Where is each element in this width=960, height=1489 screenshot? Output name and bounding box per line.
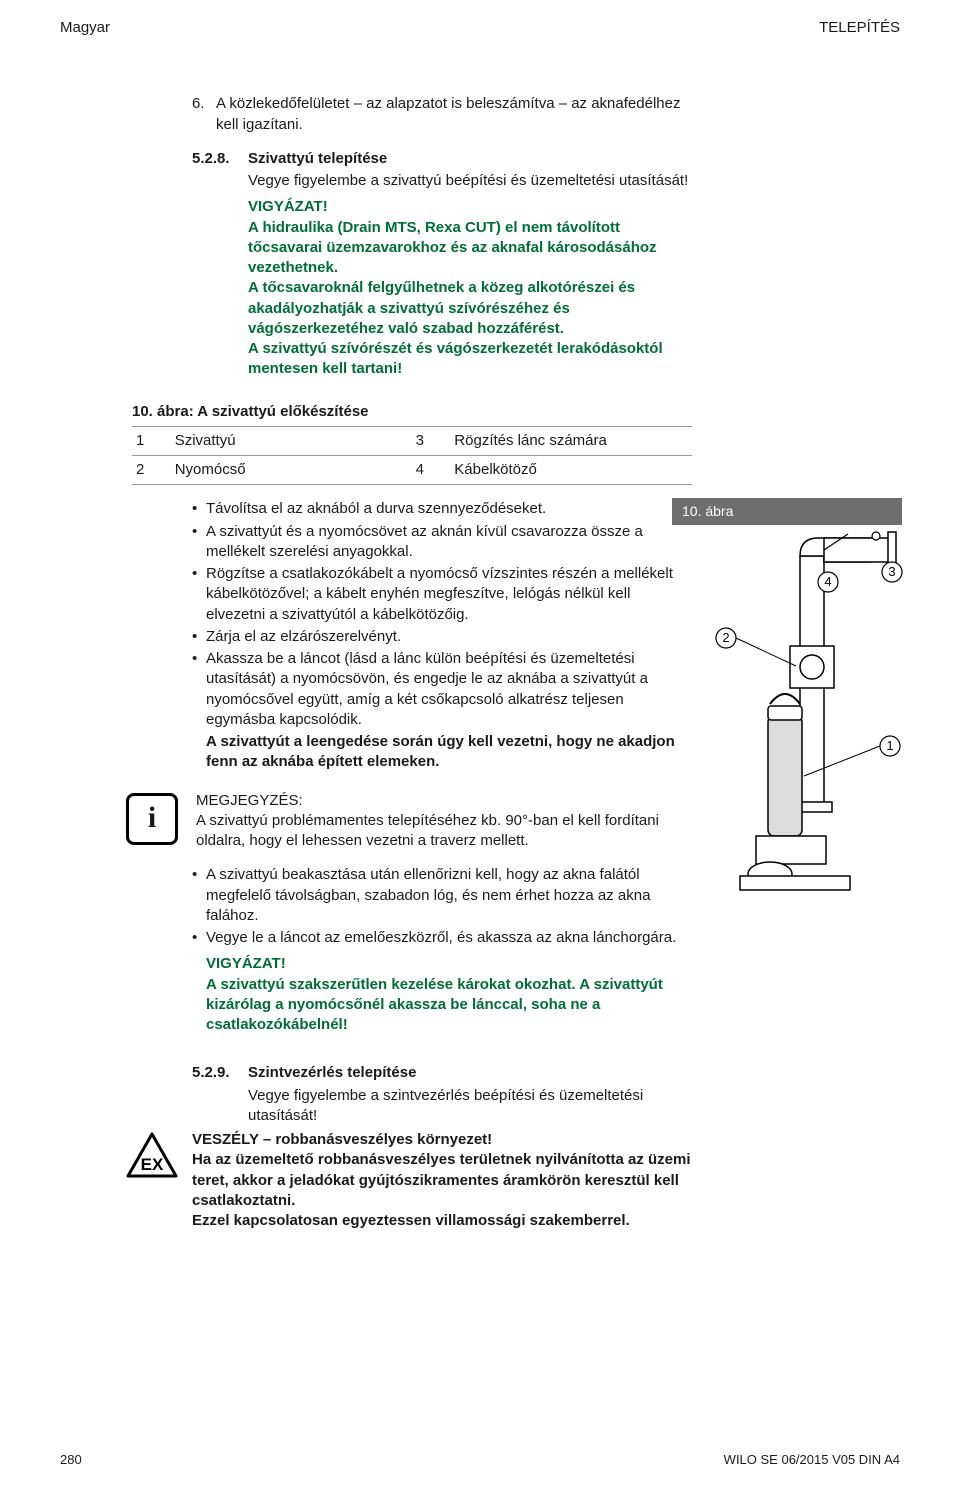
caution-528-head: VIGYÁZAT! bbox=[248, 197, 692, 217]
list-item: A szivattyút és a nyomócsövet az aknán k… bbox=[192, 522, 692, 563]
info-icon: i bbox=[126, 793, 178, 845]
section-529-title: Szintvezérlés telepítése bbox=[248, 1063, 416, 1083]
figure-caption: 10. ábra: A szivattyú előkészítése bbox=[132, 402, 900, 422]
section-528-no: 5.2.8. bbox=[192, 149, 248, 169]
section-529-no: 5.2.9. bbox=[192, 1063, 248, 1083]
note-head: MEGJEGYZÉS: bbox=[196, 791, 692, 811]
step-6-text: A közlekedőfelületet – az alapzatot is b… bbox=[216, 94, 692, 135]
list-item: Rögzítse a csatlakozókábelt a nyomócső v… bbox=[192, 564, 692, 625]
svg-text:EX: EX bbox=[141, 1155, 164, 1174]
callout-2: 2 bbox=[722, 630, 729, 645]
legend-cell: 1 bbox=[132, 426, 171, 455]
header-right: TELEPÍTÉS bbox=[819, 18, 900, 38]
step-6-no: 6. bbox=[192, 94, 216, 135]
list-item: Akassza be a láncot (lásd a lánc külön b… bbox=[192, 649, 692, 730]
header-left: Magyar bbox=[60, 18, 110, 38]
callout-1: 1 bbox=[886, 738, 893, 753]
danger-body: Ha az üzemeltető robbanásveszélyes terül… bbox=[192, 1150, 692, 1231]
steps-list-b: A szivattyú beakasztása után ellenőrizni… bbox=[192, 865, 692, 948]
steps-list-a: Távolítsa el az aknából a durva szennyez… bbox=[192, 499, 692, 730]
footer-page-no: 280 bbox=[60, 1451, 82, 1469]
legend-cell: 3 bbox=[412, 426, 451, 455]
danger-block: EX VESZÉLY – robbanásveszélyes környezet… bbox=[126, 1130, 692, 1231]
legend-cell: 2 bbox=[132, 456, 171, 485]
pump-diagram: 3 4 2 1 bbox=[670, 526, 910, 936]
section-528-head: 5.2.8. Szivattyú telepítése bbox=[192, 149, 692, 169]
table-row: 2 Nyomócső 4 Kábelkötöző bbox=[132, 456, 692, 485]
caution-528-body: A hidraulika (Drain MTS, Rexa CUT) el ne… bbox=[248, 218, 692, 380]
callout-4: 4 bbox=[824, 574, 831, 589]
danger-head: VESZÉLY – robbanásveszélyes környezet! bbox=[192, 1130, 692, 1150]
legend-cell: Nyomócső bbox=[171, 456, 412, 485]
legend-cell: Kábelkötöző bbox=[450, 456, 692, 485]
section-529-head: 5.2.9. Szintvezérlés telepítése bbox=[192, 1063, 692, 1083]
legend-cell: Rögzítés lánc számára bbox=[450, 426, 692, 455]
callout-3: 3 bbox=[888, 564, 895, 579]
footer-doc-id: WILO SE 06/2015 V05 DIN A4 bbox=[724, 1451, 900, 1469]
figure-legend-table: 1 Szivattyú 3 Rögzítés lánc számára 2 Ny… bbox=[132, 426, 692, 486]
list-item: Távolítsa el az aknából a durva szennyez… bbox=[192, 499, 692, 519]
list-item: Zárja el az elzárószerelvényt. bbox=[192, 627, 692, 647]
note-body: A szivattyú problémamentes telepítéséhez… bbox=[196, 811, 692, 852]
list-item: Vegye le a láncot az emelőeszközről, és … bbox=[192, 928, 692, 948]
section-529-lead: Vegye figyelembe a szintvezérlés beépíté… bbox=[248, 1086, 692, 1127]
legend-cell: Szivattyú bbox=[171, 426, 412, 455]
note-block: i MEGJEGYZÉS: A szivattyú problémamentes… bbox=[126, 791, 692, 852]
legend-cell: 4 bbox=[412, 456, 451, 485]
section-528-title: Szivattyú telepítése bbox=[248, 149, 387, 169]
figure-banner: 10. ábra bbox=[672, 498, 902, 525]
caution2-body: A szivattyú szakszerűtlen kezelése károk… bbox=[192, 975, 692, 1036]
caution2-head: VIGYÁZAT! bbox=[192, 954, 692, 974]
section-528-lead: Vegye figyelembe a szivattyú beépítési é… bbox=[248, 171, 692, 191]
table-row: 1 Szivattyú 3 Rögzítés lánc számára bbox=[132, 426, 692, 455]
explosion-warning-icon: EX bbox=[126, 1132, 178, 1178]
bold-instruction-a: A szivattyút a leengedése során úgy kell… bbox=[192, 732, 692, 773]
step-6: 6. A közlekedőfelületet – az alapzatot i… bbox=[192, 94, 692, 135]
list-item: A szivattyú beakasztása után ellenőrizni… bbox=[192, 865, 692, 926]
